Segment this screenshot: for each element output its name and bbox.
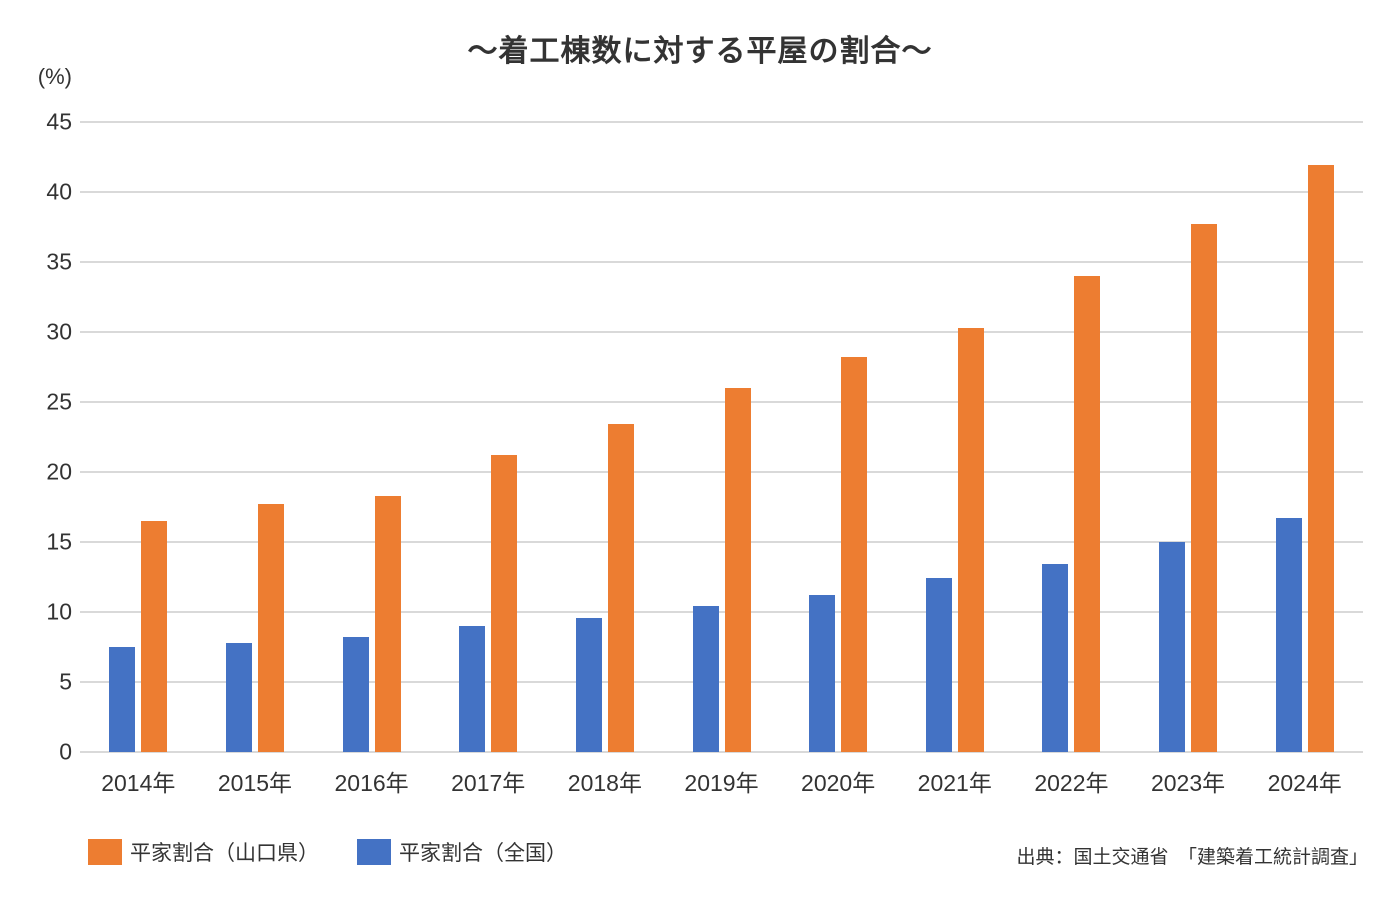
bar-national-2023年 <box>1159 542 1185 752</box>
bar-yamaguchi-2015年 <box>258 504 284 752</box>
legend-swatch-icon <box>88 839 122 865</box>
bar-national-2022年 <box>1042 564 1068 752</box>
y-axis-tick-label: 25 <box>46 388 72 415</box>
bar-yamaguchi-2014年 <box>141 521 167 752</box>
y-axis-tick-label: 20 <box>46 458 72 485</box>
y-axis-tick-label: 40 <box>46 178 72 205</box>
legend-item-national: 平家割合（全国） <box>357 837 567 867</box>
gridline <box>80 541 1363 543</box>
legend-item-yamaguchi: 平家割合（山口県） <box>88 837 319 867</box>
bar-yamaguchi-2016年 <box>375 496 401 752</box>
x-axis-label: 2024年 <box>1267 770 1342 796</box>
legend-swatch-icon <box>357 839 391 865</box>
chart-title: ～着工棟数に対する平屋の割合～ <box>467 35 933 68</box>
plot-area <box>80 121 1363 753</box>
legend-label: 平家割合（全国） <box>399 842 567 865</box>
bar-national-2018年 <box>576 618 602 752</box>
bar-yamaguchi-2020年 <box>841 357 867 752</box>
x-axis-label: 2023年 <box>1150 770 1226 796</box>
bar-national-2014年 <box>109 647 135 752</box>
gridline <box>80 331 1363 333</box>
gridline <box>80 751 1363 753</box>
y-axis-unit-label: (%) <box>37 64 72 89</box>
gridline <box>80 191 1363 193</box>
bar-national-2020年 <box>809 595 835 752</box>
x-axis-label: 2020年 <box>801 770 876 796</box>
x-axis-label: 2019年 <box>684 770 759 796</box>
x-axis-label: 2021年 <box>917 770 992 796</box>
gridline <box>80 401 1363 403</box>
bar-yamaguchi-2023年 <box>1191 224 1217 752</box>
legend: 平家割合（山口県） 平家割合（全国） <box>88 837 567 867</box>
x-axis-label: 2017年 <box>451 770 526 796</box>
y-axis-tick-label: 45 <box>46 108 72 135</box>
source-citation: 出典：国土交通省 「建築着工統計調査」 <box>1016 847 1368 868</box>
x-axis-label: 2018年 <box>567 770 642 796</box>
x-axis-label: 2015年 <box>217 770 293 796</box>
gridline <box>80 261 1363 263</box>
x-axis-label: 2022年 <box>1034 770 1109 796</box>
bar-national-2024年 <box>1276 518 1302 752</box>
bar-yamaguchi-2019年 <box>725 388 751 752</box>
bar-national-2019年 <box>693 606 719 752</box>
bar-yamaguchi-2018年 <box>608 424 634 752</box>
x-axis-label: 2016年 <box>334 770 409 796</box>
x-axis-label: 2014年 <box>101 770 176 796</box>
bar-national-2021年 <box>926 578 952 752</box>
bar-national-2016年 <box>343 637 369 752</box>
gridline <box>80 471 1363 473</box>
bar-yamaguchi-2024年 <box>1308 165 1334 752</box>
bar-yamaguchi-2017年 <box>491 455 517 752</box>
y-axis-tick-label: 0 <box>59 738 72 765</box>
gridline <box>80 611 1363 613</box>
y-axis-tick-label: 15 <box>46 528 72 555</box>
legend-label: 平家割合（山口県） <box>130 842 319 865</box>
bar-yamaguchi-2022年 <box>1074 276 1100 752</box>
y-axis-tick-label: 30 <box>46 318 72 345</box>
gridline <box>80 681 1363 683</box>
y-axis-tick-label: 35 <box>46 248 72 275</box>
bar-yamaguchi-2021年 <box>958 328 984 752</box>
bar-national-2015年 <box>226 643 252 752</box>
y-axis-tick-label: 5 <box>59 668 72 695</box>
y-axis-tick-label: 10 <box>46 598 72 625</box>
bar-national-2017年 <box>459 626 485 752</box>
gridline <box>80 121 1363 123</box>
